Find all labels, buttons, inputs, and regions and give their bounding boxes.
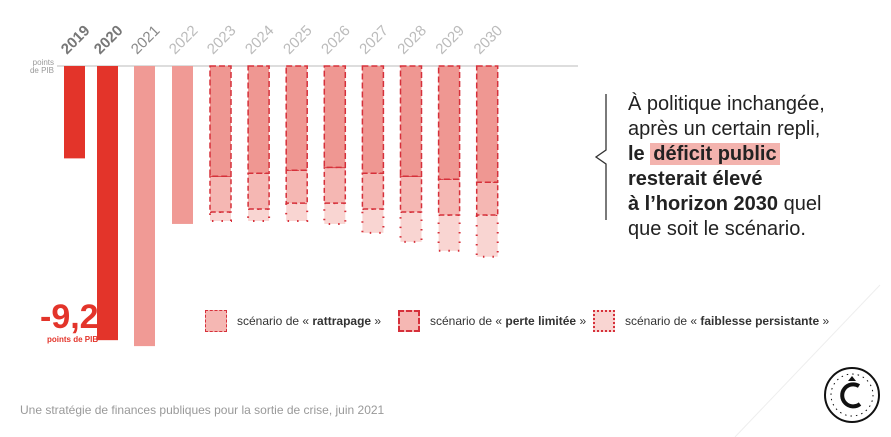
bar-faiblesse-2025 <box>285 202 309 222</box>
x-tick-label: 2025 <box>280 22 316 58</box>
y-unit-label: points de PIB <box>29 58 54 75</box>
x-tick-label: 2027 <box>356 22 392 58</box>
bar-2019 <box>64 66 85 159</box>
key-message: À politique inchangée, après un certain … <box>628 93 825 240</box>
legend-swatch <box>398 310 420 332</box>
bar-faiblesse-2030 <box>475 214 499 258</box>
x-tick-label: 2023 <box>204 22 240 58</box>
bar-perte-2026 <box>323 166 347 204</box>
bar-faiblesse-2027 <box>361 208 385 234</box>
bar-2021 <box>134 66 155 347</box>
legend-swatch <box>593 310 615 332</box>
source-note: Une stratégie de finances publiques pour… <box>20 403 385 417</box>
x-tick-label: 2024 <box>242 22 278 58</box>
bar-faiblesse-2028 <box>399 211 423 243</box>
bar-rattrapage-2027 <box>361 65 385 175</box>
annotation-value: -9,2 <box>40 298 99 336</box>
bar-perte-2025 <box>285 169 308 204</box>
bar-perte-2023 <box>209 175 232 213</box>
legend-rattrapage: scénario de « rattrapage » <box>205 310 381 332</box>
x-tick-label: 2030 <box>471 22 507 58</box>
x-tick-label: 2022 <box>166 22 202 58</box>
bar-rattrapage-2025 <box>285 65 308 172</box>
legend-faiblesse: scénario de « faiblesse persistante » <box>593 310 829 332</box>
bar-perte-2024 <box>247 172 270 210</box>
x-tick-label: 2026 <box>318 22 354 58</box>
bar-rattrapage-2028 <box>399 65 423 178</box>
bar-rattrapage-2024 <box>247 65 270 175</box>
logo-seal-icon <box>824 367 880 423</box>
bar-2022 <box>172 66 193 224</box>
bar-perte-2028 <box>399 175 423 213</box>
bar-perte-2029 <box>437 178 461 216</box>
bar-faiblesse-2026 <box>323 202 347 225</box>
x-tick-label: 2029 <box>432 22 468 58</box>
annotation-unit: points de PIB <box>47 335 99 344</box>
bar-rattrapage-2023 <box>209 65 232 178</box>
x-tick-label: 2020 <box>91 22 127 58</box>
x-tick-label: 2021 <box>128 22 164 58</box>
bar-rattrapage-2029 <box>437 65 461 180</box>
bar-2020 <box>97 66 118 341</box>
bar-perte-2030 <box>475 181 499 216</box>
bar-rattrapage-2026 <box>323 65 347 169</box>
bar-rattrapage-2030 <box>475 65 499 183</box>
legend-perte: scénario de « perte limitée » <box>398 310 586 332</box>
bar-faiblesse-2024 <box>247 208 271 222</box>
x-tick-label: 2019 <box>58 22 94 58</box>
bar-faiblesse-2029 <box>437 214 461 252</box>
x-tick-label: 2028 <box>394 22 430 58</box>
bar-faiblesse-2023 <box>209 211 232 222</box>
legend-swatch <box>205 310 227 332</box>
bracket-icon <box>594 94 607 220</box>
bar-perte-2027 <box>361 172 385 210</box>
